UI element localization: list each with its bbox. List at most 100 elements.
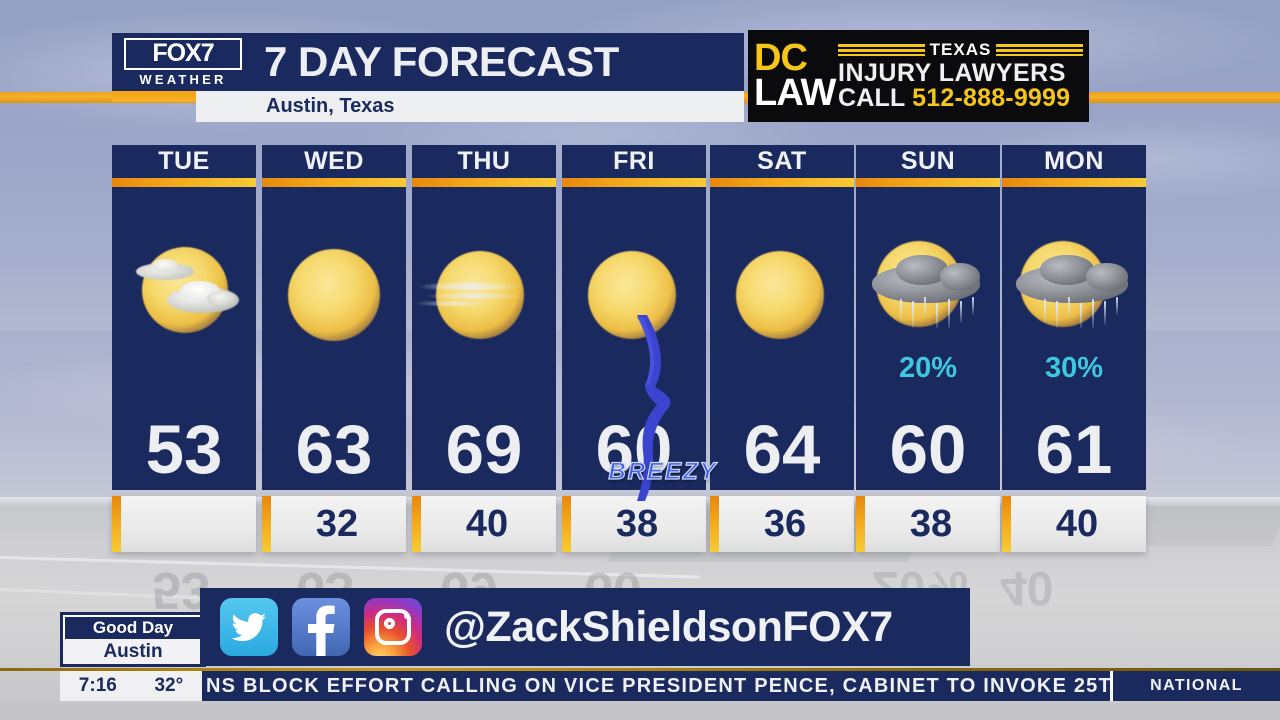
day-header-sun: SUN	[856, 145, 1000, 178]
ad-texas-text: TEXAS	[929, 40, 992, 59]
ad-phone-number: 512-888-9999	[912, 84, 1071, 112]
low-temperature: 36	[763, 502, 807, 545]
day-body-sat: 64	[710, 187, 854, 490]
good-day-text: Good Day	[92, 618, 174, 637]
low-accent-bar	[412, 496, 421, 552]
ad-brand-line2: LAW	[754, 72, 836, 114]
precipitation-chance: 30%	[1044, 352, 1104, 384]
low-temp-tue	[112, 496, 256, 552]
good-day-bottom: Austin	[63, 639, 203, 664]
ticker-top-rule	[0, 668, 1280, 671]
twitter-icon[interactable]	[220, 598, 278, 656]
high-temperature: 61	[1035, 411, 1113, 488]
ad-injury-text: INJURY LAWYERS	[838, 59, 1066, 87]
column-accent-bar	[710, 178, 854, 187]
social-media-bar: @ZackShieldsonFOX7	[200, 588, 970, 666]
forecast-column-fri[interactable]: FRI 60	[562, 145, 706, 490]
ad-rule-left	[838, 43, 925, 56]
ticker-headline: NS BLOCK EFFORT CALLING ON VICE PRESIDEN…	[206, 674, 1110, 697]
low-temperature: 40	[465, 502, 509, 545]
ad-call-prefix: CALL	[838, 84, 913, 112]
sun-icon	[262, 239, 406, 359]
precipitation-chance: 20%	[898, 352, 958, 384]
good-day-top: Good Day	[63, 615, 203, 639]
ticker-category: NATIONAL	[1113, 671, 1280, 701]
day-body-fri: 60	[562, 187, 706, 490]
advertisement-banner[interactable]: DC LAW TEXAS INJURY LAWYERS CALL 512-888…	[748, 30, 1089, 122]
high-temperature: 60	[595, 411, 673, 488]
day-body-sun: 20% 60	[856, 187, 1000, 490]
high-temperature: 53	[145, 411, 223, 488]
low-temperature: 32	[315, 502, 359, 545]
low-accent-bar	[1002, 496, 1011, 552]
wind-ribbon-icon	[637, 315, 671, 501]
ad-call-text: CALL 512-888-9999	[838, 86, 1083, 111]
breezy-label: BREEZY	[608, 457, 718, 485]
high-temperature: 69	[445, 411, 523, 488]
day-label: SAT	[757, 147, 807, 175]
fox7-logo-text: FOX7	[124, 38, 242, 70]
day-label: TUE	[158, 147, 210, 175]
day-header-wed: WED	[262, 145, 406, 178]
day-label: WED	[304, 147, 364, 175]
news-ticker: 7:16 32° NS BLOCK EFFORT CALLING ON VICE…	[0, 668, 1280, 704]
ticker-category-label: NATIONAL	[1150, 677, 1243, 694]
low-temp-sun: 38	[856, 496, 1000, 552]
low-temperature: 40	[1055, 502, 1099, 545]
sun-windy-icon	[412, 239, 556, 359]
location-text: Austin, Texas	[266, 95, 395, 117]
column-accent-bar	[412, 178, 556, 187]
ticker-time-temp: 7:16 32°	[60, 671, 202, 701]
forecast-column-mon[interactable]: MON 30% 61	[1002, 145, 1146, 490]
weather-logo-text: WEATHER	[139, 72, 227, 87]
column-accent-bar	[562, 178, 706, 187]
day-header-thu: THU	[412, 145, 556, 178]
forecast-columns: TUE 53 WED 63 THU	[112, 145, 1146, 501]
sun-icon	[710, 239, 854, 359]
page-title: 7 DAY FORECAST	[264, 38, 619, 85]
day-body-thu: 69	[412, 187, 556, 490]
day-label: MON	[1044, 147, 1104, 175]
low-temp-sat: 36	[710, 496, 854, 552]
day-label: FRI	[613, 147, 655, 175]
austin-text: Austin	[103, 640, 163, 662]
day-label: SUN	[900, 147, 956, 175]
fox7-weather-logo: FOX7 WEATHER	[124, 38, 242, 86]
social-handle: @ZackShieldsonFOX7	[444, 602, 893, 651]
ticker-divider	[1110, 671, 1113, 701]
low-temp-mon: 40	[1002, 496, 1146, 552]
forecast-column-tue[interactable]: TUE 53	[112, 145, 256, 490]
sun-icon	[562, 239, 706, 359]
ticker-headline-area: NS BLOCK EFFORT CALLING ON VICE PRESIDEN…	[202, 671, 1110, 701]
forecast-column-sat[interactable]: SAT 64	[710, 145, 854, 490]
column-accent-bar	[1002, 178, 1146, 187]
facebook-icon[interactable]	[292, 598, 350, 656]
sun-with-clouds-icon	[112, 239, 256, 359]
column-accent-bar	[262, 178, 406, 187]
low-temperature: 38	[615, 502, 659, 545]
ticker-time: 7:16	[78, 675, 117, 696]
ad-brand: DC LAW	[754, 37, 838, 114]
forecast-header: FOX7 WEATHER 7 DAY FORECAST	[112, 33, 744, 91]
instagram-lens	[384, 618, 395, 629]
forecast-column-thu[interactable]: THU 69	[412, 145, 556, 490]
instagram-ring	[375, 609, 411, 645]
low-temp-fri: 38	[562, 496, 706, 552]
low-accent-bar	[112, 496, 121, 552]
day-header-sat: SAT	[710, 145, 854, 178]
instagram-icon[interactable]	[364, 598, 422, 656]
low-accent-bar	[710, 496, 719, 552]
day-header-mon: MON	[1002, 145, 1146, 178]
low-temp-thu: 40	[412, 496, 556, 552]
ad-brand-line1: DC	[754, 37, 808, 80]
forecast-column-sun[interactable]: SUN 20% 60	[856, 145, 1000, 490]
breezy-wind-graphic: BREEZY	[607, 315, 717, 505]
sun-rain-cloud-icon	[856, 239, 1000, 359]
floor-reflection: 40	[1000, 561, 1054, 614]
ad-rule-right	[996, 43, 1083, 56]
ad-texas-row: TEXAS	[838, 41, 1083, 58]
day-label: THU	[457, 147, 511, 175]
forecast-column-wed[interactable]: WED 63	[262, 145, 406, 490]
low-accent-bar	[262, 496, 271, 552]
low-temperature: 38	[909, 502, 953, 545]
